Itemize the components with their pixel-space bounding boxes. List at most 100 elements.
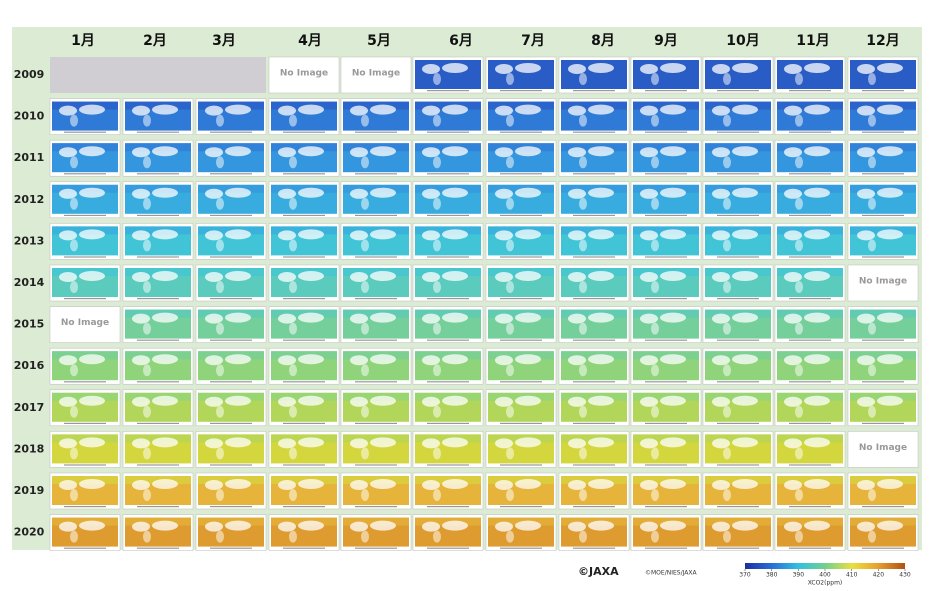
map-caption: [210, 464, 252, 466]
land: [143, 322, 151, 335]
land: [361, 114, 369, 127]
land: [495, 147, 513, 158]
land: [152, 479, 178, 489]
land: [857, 521, 875, 532]
land: [205, 188, 223, 199]
map-caption: [789, 381, 831, 383]
land: [370, 146, 396, 157]
land: [588, 229, 614, 240]
land: [712, 272, 730, 282]
land: [143, 114, 151, 127]
map-caption: [645, 422, 687, 424]
land: [442, 104, 468, 115]
land: [205, 396, 223, 407]
land: [370, 437, 396, 448]
map-caption: [573, 339, 615, 341]
map-caption: [500, 298, 542, 300]
land: [70, 489, 78, 501]
land: [361, 322, 369, 335]
land: [152, 437, 178, 448]
land: [877, 312, 903, 323]
land: [712, 147, 730, 158]
map-caption: [427, 506, 469, 508]
map-caption: [137, 173, 179, 175]
land: [868, 114, 876, 127]
land: [732, 479, 758, 489]
map-caption: [573, 214, 615, 216]
land: [568, 438, 586, 449]
map-caption: [283, 214, 325, 216]
map-caption: [862, 256, 904, 258]
land: [216, 281, 224, 293]
land: [278, 272, 296, 282]
land: [804, 395, 830, 406]
land: [361, 281, 369, 293]
map-caption: [862, 173, 904, 175]
land: [350, 355, 368, 366]
land: [495, 521, 513, 532]
colorbar-tick-label: 420: [873, 572, 885, 579]
land: [660, 104, 686, 115]
map-caption: [717, 298, 759, 300]
land: [350, 272, 368, 282]
map-caption: [862, 422, 904, 424]
land: [579, 156, 587, 169]
colorbar-label: XCO2(ppm): [808, 580, 843, 587]
year-label: 2014: [14, 276, 45, 289]
land: [651, 114, 659, 127]
map-caption: [64, 298, 106, 300]
land: [506, 322, 514, 335]
map-caption: [427, 547, 469, 549]
land: [216, 489, 224, 501]
land: [59, 147, 77, 158]
map-caption: [573, 298, 615, 300]
land: [515, 479, 541, 489]
map-caption: [64, 173, 106, 175]
land: [857, 147, 875, 158]
land: [795, 239, 803, 252]
map-caption: [355, 339, 397, 341]
land: [298, 271, 324, 281]
cell-frame: [340, 56, 412, 94]
land: [278, 396, 296, 407]
land: [712, 480, 730, 490]
map-caption: [789, 506, 831, 508]
land: [143, 281, 151, 293]
land: [289, 530, 297, 543]
land: [70, 530, 78, 543]
land: [651, 73, 659, 85]
land: [515, 63, 541, 73]
map-grid: 1月 2月 3月 4月 5月 6月 7月 8月 9月 10月 11月 12月 2009 No Image N…: [14, 33, 919, 551]
map-caption: [427, 90, 469, 92]
land: [433, 489, 441, 501]
land: [660, 479, 686, 489]
map-caption: [717, 173, 759, 175]
map-caption: [573, 131, 615, 133]
land: [132, 480, 150, 490]
land: [278, 230, 296, 241]
land: [804, 312, 830, 323]
map-caption: [64, 422, 106, 424]
land: [712, 521, 730, 532]
land: [877, 146, 903, 157]
land: [568, 313, 586, 324]
map-caption: [283, 256, 325, 258]
map-caption: [355, 547, 397, 549]
month-label: 6月: [449, 33, 473, 49]
map-caption: [862, 131, 904, 133]
land: [868, 197, 876, 210]
land: [225, 395, 251, 406]
land: [59, 480, 77, 490]
land: [784, 64, 802, 74]
land: [298, 187, 324, 198]
land: [225, 520, 251, 531]
land: [152, 229, 178, 240]
land: [506, 197, 514, 210]
land: [225, 479, 251, 489]
land: [289, 239, 297, 252]
map-caption: [573, 506, 615, 508]
map-caption: [573, 381, 615, 383]
map-caption: [789, 173, 831, 175]
map-caption: [500, 381, 542, 383]
colorbar-tick-label: 400: [819, 572, 831, 579]
